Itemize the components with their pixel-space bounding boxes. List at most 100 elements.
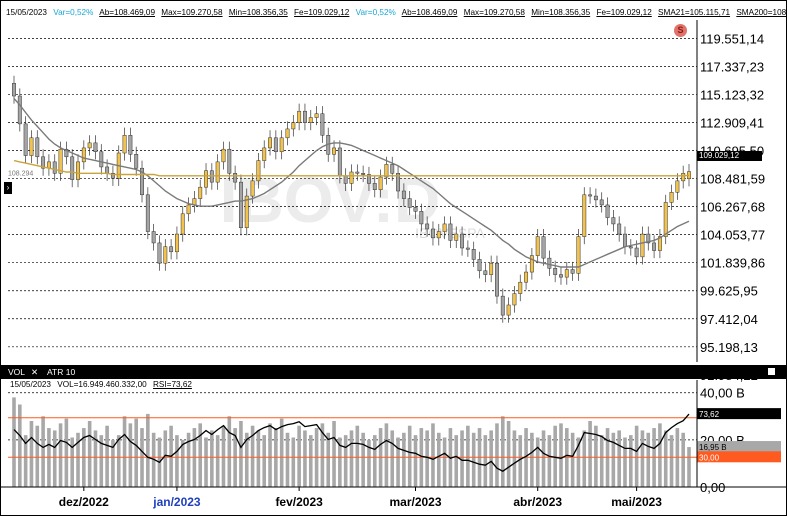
price-tick-label: 99.625,95 xyxy=(700,284,758,299)
candle xyxy=(564,269,569,278)
volume-bar xyxy=(297,425,301,487)
volume-bar xyxy=(268,423,272,487)
candle xyxy=(465,247,470,250)
volume-bar xyxy=(407,425,412,487)
candle xyxy=(151,231,156,244)
volume-bar xyxy=(553,425,557,487)
candle xyxy=(332,147,336,155)
scroll-left-icon[interactable]: › xyxy=(4,182,12,194)
candle xyxy=(588,194,593,197)
candle xyxy=(12,83,16,97)
candle xyxy=(198,186,203,199)
candle xyxy=(233,173,238,183)
volume-bar xyxy=(466,425,470,487)
tab-atr[interactable]: ATR 10 xyxy=(47,367,76,377)
volume-bar xyxy=(23,435,28,487)
candle xyxy=(93,142,98,152)
volume-bar xyxy=(291,437,296,487)
candle xyxy=(495,262,499,297)
candle xyxy=(454,233,459,241)
price-tick-label: 108.481,59 xyxy=(700,172,765,187)
candle xyxy=(413,207,418,212)
volume-bar xyxy=(396,437,400,487)
volume-bar xyxy=(93,430,98,487)
candle xyxy=(512,293,517,306)
x-tick-label: mai/2023 xyxy=(611,495,662,509)
candle xyxy=(163,246,168,264)
candle xyxy=(663,202,668,237)
volume-bar xyxy=(454,435,459,487)
candle xyxy=(273,137,278,152)
candle xyxy=(64,148,69,158)
candle xyxy=(506,304,511,316)
volume-bar xyxy=(681,432,685,487)
volume-bar xyxy=(326,432,331,487)
volume-bar xyxy=(343,435,348,487)
volume-bar xyxy=(425,430,429,487)
candle xyxy=(593,195,598,201)
volume-bar xyxy=(390,430,395,487)
tab-vol[interactable]: VOL xyxy=(8,367,26,377)
volume-bar xyxy=(518,435,523,487)
candle xyxy=(285,128,290,139)
volume-bar xyxy=(227,416,232,487)
price-tick-label: 101.839,86 xyxy=(700,256,765,271)
candle xyxy=(262,147,267,161)
volume-bar xyxy=(215,435,220,487)
info-var2: Var=0,52% xyxy=(355,8,396,17)
info-date: 15/05/2023 xyxy=(6,8,47,17)
volume-bar xyxy=(669,435,674,487)
volume-bar xyxy=(99,435,104,487)
candle xyxy=(157,242,162,264)
candle xyxy=(442,223,447,232)
volume-bar xyxy=(367,439,371,487)
candle xyxy=(110,173,115,179)
x-tick-label: mar/2023 xyxy=(389,495,441,509)
vol-tag: 16,95 B xyxy=(699,443,727,452)
volume-bar xyxy=(18,404,22,487)
info-ab2: Ab=108.469,09 xyxy=(401,8,458,17)
candle xyxy=(349,171,354,184)
volume-bar xyxy=(582,430,587,487)
volume-bar xyxy=(547,435,552,487)
volume-bar xyxy=(402,432,406,487)
volume-bar xyxy=(134,418,138,487)
candle xyxy=(570,269,575,274)
vol-info-rsi: RSI=73,62 xyxy=(153,380,192,389)
candle xyxy=(599,199,604,206)
s-badge-icon[interactable]: S xyxy=(674,24,687,37)
volume-bar xyxy=(384,423,389,487)
maximize-icon[interactable] xyxy=(768,368,775,375)
volume-bar xyxy=(146,413,150,487)
candle xyxy=(23,123,28,156)
candle xyxy=(105,166,110,174)
volume-bar xyxy=(262,435,267,487)
candle xyxy=(87,142,92,149)
vol-info-date: 15/05/2023 xyxy=(10,380,51,389)
volume-bar xyxy=(535,437,540,487)
volume-bar xyxy=(64,418,69,487)
x-tick-label: jan/2023 xyxy=(152,495,201,509)
tab-close-icon[interactable]: ✕ xyxy=(31,367,39,377)
volume-bar xyxy=(431,423,435,487)
volume-bar xyxy=(12,397,16,487)
candle xyxy=(582,194,587,237)
candle xyxy=(134,154,139,169)
volume-bar xyxy=(239,421,243,487)
volume-bar xyxy=(285,432,290,487)
volume-bar xyxy=(460,430,464,487)
candle xyxy=(576,236,581,274)
rsi-tag: 73,62 xyxy=(699,410,720,419)
volume-bar xyxy=(629,435,633,487)
price-info-bar: 15/05/2023 Var=0,52% Ab=108.469,09 Max=1… xyxy=(6,8,787,17)
candle xyxy=(41,156,46,169)
info-max2: Max=109.270,58 xyxy=(463,8,525,17)
candle xyxy=(314,113,319,118)
price-tick-label: 106.267,68 xyxy=(700,200,765,215)
level-tag: 30,00 xyxy=(699,453,720,462)
volume-bar xyxy=(588,421,592,487)
volume-bar xyxy=(111,439,115,487)
volume-bar xyxy=(250,425,255,487)
candle xyxy=(448,223,453,241)
